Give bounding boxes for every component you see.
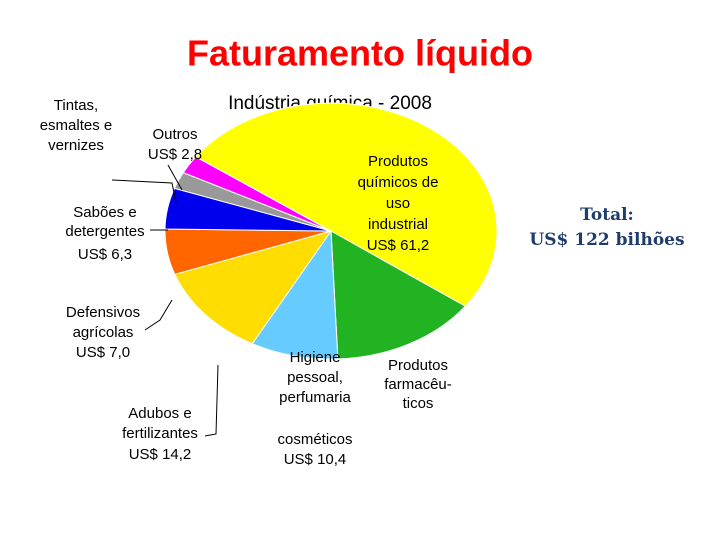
pie-slice [251,229,339,360]
pie-slice [174,230,333,345]
leader-line [167,164,183,191]
total-annotation: Total: US$ 122 bilhões [529,205,684,250]
slice-label: Defensivos agrícolas [66,304,140,341]
chart-title: Faturamento líquido [187,33,533,74]
value-label: US$ 6,3 [78,246,132,263]
pie [164,102,498,360]
slice-label: Sabões e detergentes [65,204,144,240]
leader-line [204,364,219,437]
slice-label: Higiene pessoal, perfumaria cosméticos [277,349,352,448]
slice-label: Produtos farmacêu-ticos [384,357,452,412]
pie-slice [182,156,332,232]
pie-slice [330,230,467,360]
value-label: US$ 2,8 [148,146,202,163]
value-label: US$ 14,2 [129,446,192,463]
leader-line [144,299,173,331]
value-label: US$ 61,2 [367,237,430,254]
value-label: US$ 7,0 [76,344,130,361]
slice-label: Produtos químicos de uso industrial [358,153,439,233]
slice-label: Outros [152,126,197,143]
slice-label: Tintas, esmaltes e vernizes [40,97,113,154]
slice-label: Adubos e fertilizantes [122,405,198,442]
value-label: US$ 10,4 [284,451,347,468]
leader-line [111,179,177,204]
pie-slice [194,102,498,307]
